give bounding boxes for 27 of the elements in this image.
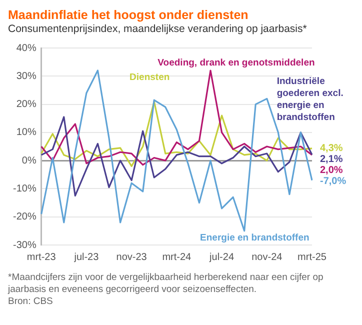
x-tick-label: mrt-25 xyxy=(298,252,327,263)
y-tick-label: 0% xyxy=(22,155,36,166)
data-label: 4,3% xyxy=(320,143,343,154)
data-label: 2,0% xyxy=(320,165,343,176)
text: Bron: CBS xyxy=(8,296,54,308)
y-tick-label: 10% xyxy=(16,127,36,138)
text: Industriële goederen excl. energie en brandstoffen xyxy=(276,76,344,124)
y-tick-label: 40% xyxy=(16,42,36,54)
text: Diensten xyxy=(130,72,170,84)
y-tick-label: 20% xyxy=(16,99,36,110)
x-tick-label: mrt-23 xyxy=(26,252,56,263)
x-tick-label: nov-24 xyxy=(252,252,283,263)
series-label: Energie en brandstoffen xyxy=(200,232,310,244)
chart-title: Maandinflatie het hoogst onder diensten xyxy=(8,8,250,22)
data-label: -7,0% xyxy=(320,176,346,188)
y-tick-label: -10% xyxy=(12,183,36,194)
x-tick-label: jul-24 xyxy=(208,252,234,263)
chart-subtitle: Consumentenprijsindex, maandelijkse verandering op jaarbasis* xyxy=(8,23,308,35)
data-label: 2,1% xyxy=(320,154,343,166)
y-tick-label: -30% xyxy=(12,240,36,251)
text: *Maandcijfers zijn voor de vergelijkbaarheid herberekend naar een cijfer op jaarbasis en eveneens gecorrigeerd voor seizoenseffecten. xyxy=(8,272,324,296)
x-tick-label: jul-23 xyxy=(73,252,100,263)
x-tick-label: nov-23 xyxy=(116,252,148,263)
y-tick-label: -20% xyxy=(12,212,36,223)
y-tick-label: 30% xyxy=(16,70,36,82)
text: Voeding, drank en genotsmiddelen xyxy=(158,57,315,68)
x-tick-label: mrt-24 xyxy=(162,252,192,263)
